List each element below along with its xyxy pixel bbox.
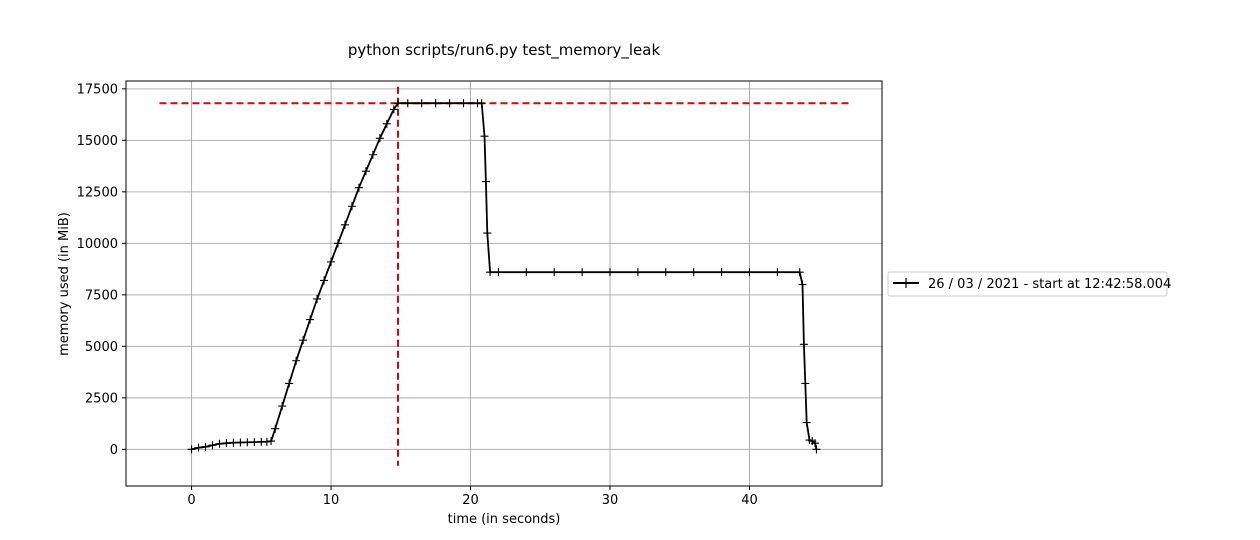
data-point-marker <box>262 437 271 446</box>
y-tick-label: 17500 <box>77 82 118 97</box>
legend: 26 / 03 / 2021 - start at 12:42:58.004 <box>887 271 1171 297</box>
data-point-marker <box>201 442 210 451</box>
plot-area-frame <box>125 80 883 487</box>
data-point-marker <box>483 229 492 238</box>
legend-entry-label: 26 / 03 / 2021 - start at 12:42:58.004 <box>928 277 1171 292</box>
data-point-marker <box>633 268 642 277</box>
data-point-marker <box>773 268 782 277</box>
data-point-marker <box>717 268 726 277</box>
data-point-marker <box>208 441 217 450</box>
data-point-marker <box>798 280 807 289</box>
data-point-marker <box>222 439 231 448</box>
data-point-marker <box>292 356 301 365</box>
data-point-marker <box>299 336 308 345</box>
data-point-marker <box>578 268 587 277</box>
data-point-marker <box>187 445 196 454</box>
data-point-marker <box>194 443 203 452</box>
data-point-marker <box>522 268 531 277</box>
x-tick-label: 20 <box>462 493 479 508</box>
data-point-marker <box>801 379 810 388</box>
data-point-marker <box>347 202 356 211</box>
data-point-marker <box>661 268 670 277</box>
data-point-marker <box>313 294 322 303</box>
data-point-marker <box>389 105 398 114</box>
data-point-marker <box>334 239 343 248</box>
data-point-marker <box>745 268 754 277</box>
y-tick-label: 0 <box>110 443 118 458</box>
y-tick-label: 15000 <box>77 134 118 149</box>
chart-title: python scripts/run6.py test_memory_leak <box>348 41 661 60</box>
data-point-marker <box>368 150 377 159</box>
data-point-marker <box>403 99 412 108</box>
grid <box>126 81 882 486</box>
data-point-marker <box>417 99 426 108</box>
y-axis-ticks: 0 2500 5000 7500 10000 12500 15000 17500 <box>77 82 126 458</box>
data-point-marker <box>320 276 329 285</box>
y-tick-label: 7500 <box>85 288 118 303</box>
data-point-marker <box>799 340 808 349</box>
data-point-marker <box>393 99 402 108</box>
data-point-marker <box>477 99 486 108</box>
data-point-marker <box>236 438 245 447</box>
data-point-marker <box>361 167 370 176</box>
data-point-marker <box>445 99 454 108</box>
data-point-marker <box>327 257 336 266</box>
data-point-marker <box>267 437 276 446</box>
data-point-marker <box>689 268 698 277</box>
y-tick-label: 10000 <box>77 237 118 252</box>
data-point-marker <box>271 424 280 433</box>
data-point-marker <box>486 268 495 277</box>
data-point-marker <box>250 438 259 447</box>
data-point-marker <box>375 134 384 143</box>
data-point-marker <box>494 268 503 277</box>
data-point-marker <box>215 439 224 448</box>
data-point-marker <box>480 132 489 141</box>
data-point-marker <box>382 119 391 128</box>
x-axis-label: time (in seconds) <box>448 512 561 527</box>
data-point-marker <box>431 99 440 108</box>
data-point-marker <box>459 99 468 108</box>
y-axis-label: memory used (in MiB) <box>57 212 72 356</box>
data-point-marker <box>306 315 315 324</box>
data-point-marker <box>285 379 294 388</box>
data-point-marker <box>481 177 490 186</box>
y-tick-label: 12500 <box>77 185 118 200</box>
legend-frame <box>887 271 1168 297</box>
x-tick-label: 0 <box>187 493 195 508</box>
x-tick-label: 10 <box>323 493 340 508</box>
data-point-marker <box>795 268 804 277</box>
data-point-marker <box>354 183 363 192</box>
data-point-marker <box>606 268 615 277</box>
y-tick-label: 5000 <box>85 340 118 355</box>
data-point-marker <box>243 438 252 447</box>
y-tick-label: 2500 <box>85 391 118 406</box>
x-axis-ticks: 0 10 20 30 40 <box>187 486 758 508</box>
data-point-marker <box>811 439 820 448</box>
data-point-marker <box>812 445 821 454</box>
data-point-marker <box>802 418 811 427</box>
data-point-marker <box>340 220 349 229</box>
x-tick-label: 40 <box>741 493 758 508</box>
data-point-marker <box>550 268 559 277</box>
data-point-marker <box>229 438 238 447</box>
peak-annotations <box>159 86 849 466</box>
legend-plus-marker <box>901 278 911 288</box>
series-layer <box>187 99 821 454</box>
data-point-marker <box>278 402 287 411</box>
x-tick-label: 30 <box>602 493 619 508</box>
